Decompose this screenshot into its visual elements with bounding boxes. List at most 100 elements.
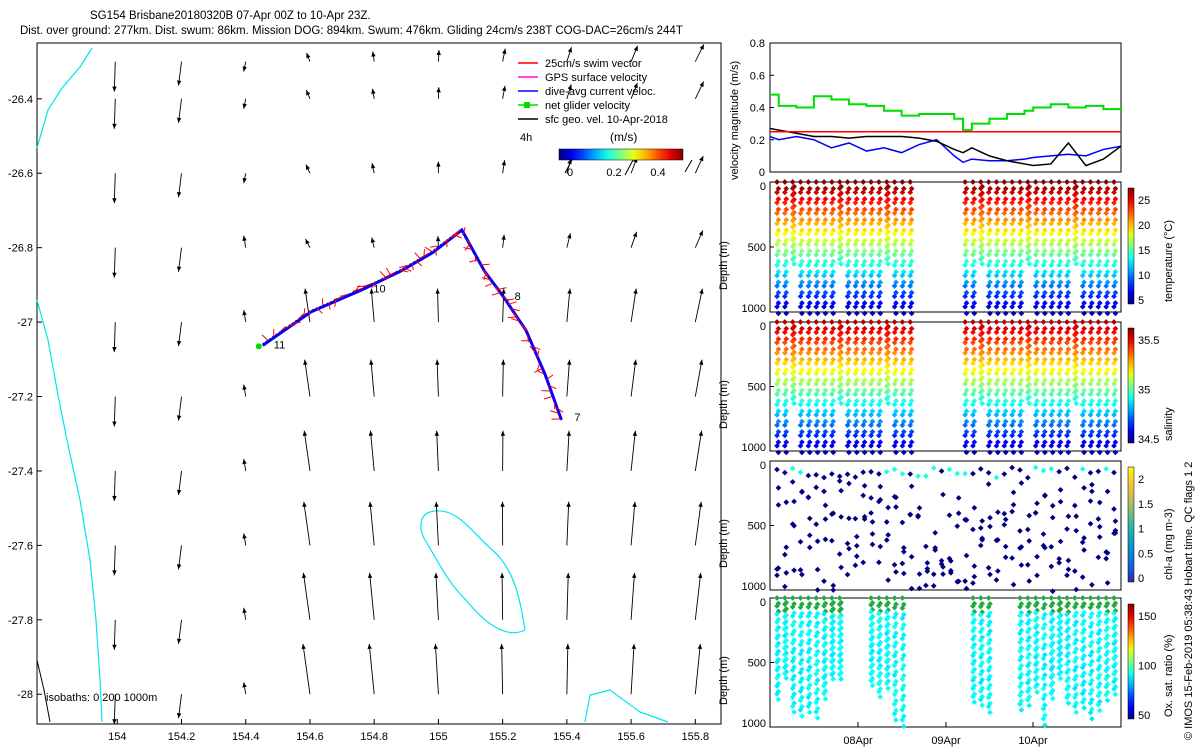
- profile-sample: [1017, 251, 1023, 258]
- geostrophic-vector: [694, 288, 703, 323]
- profile-sample: [774, 370, 780, 377]
- colorbar-tick-label: 100: [1138, 661, 1156, 673]
- profile-sample: [797, 370, 804, 377]
- geostrophic-vector: [436, 359, 439, 397]
- profile-sample: [852, 422, 859, 429]
- profile-sample: [971, 449, 978, 456]
- profile-sample: [1064, 303, 1070, 310]
- profile-sample: [1018, 449, 1025, 456]
- profile-sample: [985, 329, 992, 336]
- profile-sample: [782, 272, 788, 279]
- profile-sample: [1048, 370, 1055, 377]
- profile-sample: [1001, 189, 1008, 196]
- profile-sample: [783, 570, 790, 576]
- profile-sample: [883, 237, 890, 243]
- swim-vector: [285, 324, 295, 329]
- profile-sample: [782, 262, 788, 269]
- profile-sample: [799, 310, 805, 317]
- geostrophic-vector: [502, 359, 504, 397]
- profile-sample: [1056, 319, 1062, 325]
- geostrophic-vector-head: [242, 235, 247, 241]
- profile-sample: [868, 262, 874, 269]
- swim-vector: [424, 246, 433, 252]
- profile-sample: [1048, 360, 1055, 367]
- profile-sample: [970, 189, 976, 196]
- profile-sample: [844, 391, 851, 398]
- profile-sample: [993, 283, 1000, 289]
- profile-sample: [977, 357, 984, 364]
- profile-sample: [1064, 381, 1070, 387]
- profile-sample: [829, 319, 835, 325]
- profile-sample: [876, 293, 882, 300]
- profile-sample: [985, 360, 992, 367]
- colorbar-tick-label: 1: [1138, 524, 1144, 536]
- profile-sample: [1103, 251, 1109, 258]
- profile-sample: [813, 422, 820, 429]
- profile-sample: [805, 220, 812, 227]
- swim-vector: [548, 384, 557, 390]
- profile-sample: [774, 350, 780, 356]
- profile-sample: [1064, 329, 1070, 336]
- profile-sample: [852, 210, 859, 217]
- profile-sample: [852, 179, 859, 185]
- swim-vector: [316, 307, 323, 314]
- velocity-series: [769, 93, 1122, 167]
- geostrophic-vector-head: [435, 359, 440, 365]
- depth-ytick-label: 500: [748, 521, 766, 533]
- profile-sample: [836, 198, 843, 205]
- profile-sample: [1017, 231, 1023, 237]
- profile-sample: [1048, 412, 1055, 418]
- colorbar-tick-label: 35: [1138, 385, 1150, 397]
- geostrophic-vector: [368, 643, 375, 695]
- profile-sample: [789, 389, 796, 396]
- scale-label: 4h: [520, 132, 532, 144]
- profile-sample: [829, 199, 835, 206]
- swim-vector: [414, 252, 421, 259]
- depth-ytick-label: 1000: [742, 442, 766, 454]
- depth-ytick-label: 0: [760, 321, 766, 333]
- profile-sample: [1111, 391, 1117, 398]
- profile-sample: [1064, 283, 1070, 289]
- profile-sample: [1071, 198, 1078, 205]
- profile-sample: [813, 350, 820, 356]
- profile-sample: [1087, 272, 1094, 279]
- profile-sample: [985, 220, 992, 227]
- profile-sample: [852, 220, 859, 227]
- profile-sample: [821, 360, 827, 367]
- profile-sample: [891, 262, 898, 269]
- profile-sample: [1095, 412, 1102, 418]
- profile-sample: [1103, 210, 1109, 217]
- isobath-seamount: [420, 510, 526, 634]
- profile-sample: [985, 210, 992, 217]
- geostrophic-vector-head: [631, 643, 636, 650]
- profile-sample: [1064, 401, 1070, 408]
- profile-sample: [977, 224, 984, 230]
- profile-sample: [977, 331, 984, 338]
- profile-sample: [899, 241, 906, 248]
- profile-sample: [1071, 224, 1078, 230]
- profile-sample: [799, 449, 805, 456]
- profile-sample: [1056, 391, 1062, 398]
- profile-sample: [1032, 262, 1039, 269]
- profile-sample: [1103, 443, 1109, 449]
- profile-sample: [1064, 432, 1070, 439]
- profile-sample: [844, 401, 851, 408]
- profile-sample: [1087, 339, 1094, 346]
- profile-sample: [1048, 432, 1055, 439]
- profile-sample: [993, 262, 1000, 269]
- swim-vector: [430, 245, 440, 248]
- swim-vector: [261, 334, 269, 341]
- geostrophic-vector-head: [303, 288, 308, 294]
- profile-sample: [1002, 310, 1009, 317]
- profile-sample: [993, 179, 1000, 185]
- profile-sample: [876, 220, 882, 227]
- profile-sample: [883, 179, 890, 185]
- profile-sample: [782, 179, 788, 185]
- profile-sample: [1024, 243, 1031, 250]
- profile-sample: [1111, 241, 1117, 248]
- profile-sample: [993, 231, 1000, 237]
- profile-sample: [1024, 376, 1031, 383]
- profile-sample: [876, 350, 882, 356]
- profile-sample: [1040, 251, 1047, 258]
- profile-sample: [1001, 179, 1008, 185]
